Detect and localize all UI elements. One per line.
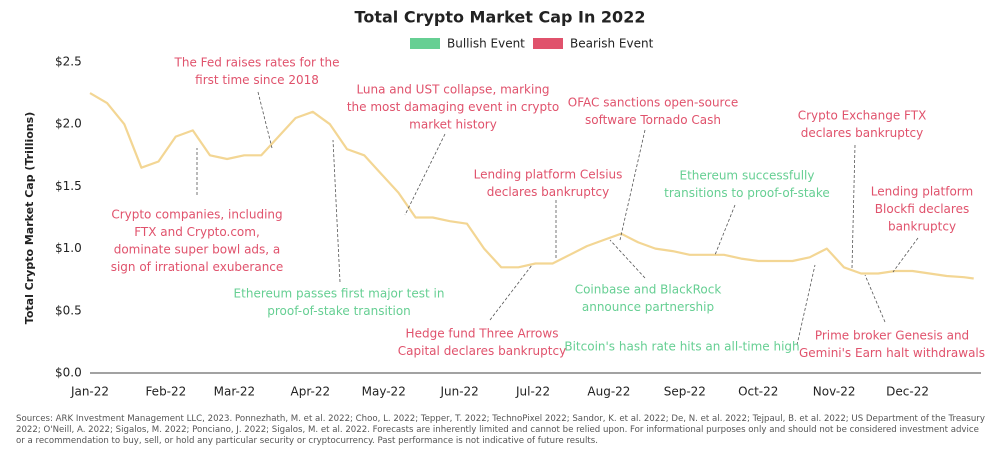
annotation-text: first time since 2018: [195, 73, 319, 87]
annotation-text: Prime broker Genesis and: [815, 329, 969, 343]
x-tick-label: Mar-22: [214, 385, 255, 399]
y-tick-label: $2.5: [55, 55, 82, 69]
x-tick-label: Dec-22: [886, 385, 929, 399]
annotation-leader: [892, 237, 919, 273]
annotation-text: Lending platform: [871, 185, 973, 199]
annotation-text: Luna and UST collapse, marking: [356, 83, 549, 97]
chart: Total Crypto Market Cap In 2022 Total Cr…: [23, 8, 985, 399]
x-tick-label: Oct-22: [738, 385, 778, 399]
annotation-text: Capital declares bankruptcy: [398, 344, 566, 358]
annotation-text: Blockfi declares: [875, 202, 969, 216]
x-tick-label: May-22: [362, 385, 406, 399]
annotation-text: declares bankruptcy: [487, 185, 610, 199]
y-tick-label: $1.5: [55, 179, 82, 193]
y-tick-label: $2.0: [55, 117, 82, 131]
annotation-text: FTX and Crypto.com,: [134, 225, 260, 239]
y-tick-label: $1.0: [55, 241, 82, 255]
annotation-text: dominate super bowl ads, a: [114, 243, 281, 257]
annotation-text: proof-of-stake transition: [267, 304, 411, 318]
x-tick-label: Apr-22: [291, 385, 331, 399]
annotation-text: Coinbase and BlackRock: [575, 283, 722, 297]
annotation-text: The Fed raises rates for the: [174, 56, 340, 70]
annotation-text: Ethereum successfully: [680, 169, 815, 183]
annotation-leader: [796, 264, 816, 346]
legend-label: Bullish Event: [447, 37, 525, 51]
x-tick-label: Aug-22: [587, 385, 630, 399]
annotation-text: declares bankruptcy: [801, 126, 924, 140]
legend-label: Bearish Event: [570, 37, 654, 51]
annotation-text: Ethereum passes first major test in: [234, 287, 445, 301]
annotation-text: software Tornado Cash: [585, 113, 721, 127]
annotation-leader: [851, 144, 856, 269]
legend-swatch: [410, 38, 440, 49]
y-tick-label: $0.0: [55, 366, 82, 380]
x-tick-label: Nov-22: [813, 385, 856, 399]
annotation-leader: [489, 264, 533, 321]
annotation-leader: [864, 274, 886, 323]
chart-title: Total Crypto Market Cap In 2022: [355, 8, 646, 27]
y-axis-label: Total Crypto Market Cap (Trillions): [23, 112, 36, 324]
data-line: [89, 92, 974, 280]
x-tick-label: Jan-22: [70, 385, 109, 399]
annotation-text: announce partnership: [582, 300, 714, 314]
annotation-text: Gemini's Earn halt withdrawals: [799, 346, 985, 360]
annotation-leader: [332, 139, 341, 283]
x-tick-label: Jul-22: [515, 385, 550, 399]
annotation-text: bankruptcy: [888, 220, 956, 234]
annotation-leader: [404, 133, 446, 216]
annotation-text: Crypto Exchange FTX: [798, 109, 927, 123]
x-tick-label: Sep-22: [664, 385, 706, 399]
annotation-text: Crypto companies, including: [111, 208, 282, 222]
annotation-text: Bitcoin's hash rate hits an all-time hig…: [564, 340, 799, 354]
annotation-leader: [619, 129, 646, 241]
annotation-text: Lending platform Celsius: [474, 168, 623, 182]
annotation-text: market history: [409, 118, 497, 132]
annotation-text: OFAC sanctions open-source: [568, 96, 738, 110]
annotation-text: transitions to proof-of-stake: [664, 186, 830, 200]
x-tick-label: Feb-22: [145, 385, 186, 399]
legend-swatch: [533, 38, 563, 49]
annotation-text: Hedge fund Three Arrows: [406, 327, 559, 341]
y-tick-label: $0.5: [55, 303, 82, 317]
annotation-text: the most damaging event in crypto: [347, 100, 559, 114]
annotation-text: sign of irrational exuberance: [111, 260, 284, 274]
annotation-leader: [609, 239, 646, 279]
source-note: Sources: ARK Investment Management LLC, …: [16, 414, 985, 446]
x-tick-label: Jun-22: [439, 385, 478, 399]
annotation-leader: [714, 204, 736, 256]
annotation-leader: [257, 91, 273, 149]
